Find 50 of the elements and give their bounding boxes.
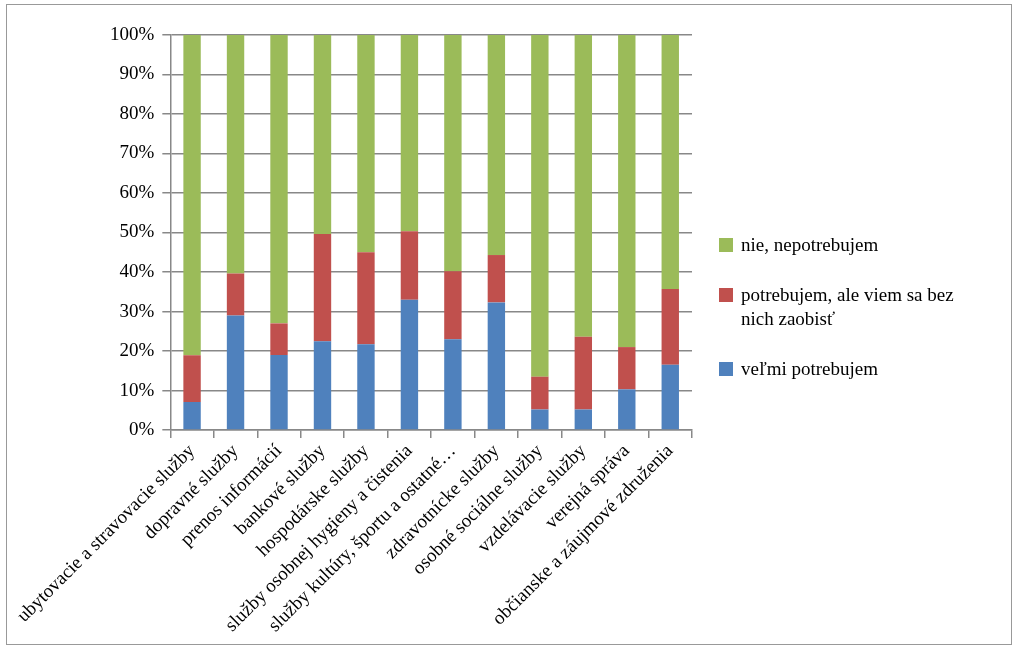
y-tick-label: 70% [119,141,155,163]
bar [531,376,549,410]
bar [661,364,679,430]
bar [226,273,245,316]
bar [226,35,245,274]
bar [270,35,288,324]
y-tick-label: 60% [119,181,155,202]
y-tick-label: 30% [119,299,155,321]
y-tick-label: 40% [119,260,155,281]
bar [661,35,679,289]
bar [574,336,593,410]
y-tick-label: 90% [119,62,155,84]
bar [574,35,593,337]
bar [661,289,679,365]
bar [531,35,549,377]
bar [444,35,462,272]
y-tick-label: 80% [119,101,155,123]
bar [313,234,332,342]
bar [400,299,419,430]
bar [313,341,332,430]
legend-label: veľmi potrebujem [741,357,878,381]
bar [487,255,506,303]
bar [270,323,288,355]
y-tick-label: 50% [119,220,155,242]
bar [618,389,636,430]
legend-label: potrebujem, ale viem sa bez nich zaobisť [741,283,955,331]
bar [357,252,375,345]
bar [574,409,593,430]
bar [183,401,201,430]
bar [357,344,375,430]
bar [444,271,462,340]
bar [400,35,419,232]
y-tick-label: 100% [110,22,155,44]
y-tick-label: 20% [119,339,155,361]
bar [270,354,288,430]
legend-label: nie, nepotrebujem [741,233,879,257]
bar [400,231,419,300]
bar [531,409,549,430]
bar [226,315,245,430]
bar [183,35,201,356]
bar [618,35,636,348]
bar [444,339,462,430]
y-tick-label: 10% [119,378,155,400]
bar [487,35,506,256]
bar [313,35,332,235]
y-tick-label: 0% [129,418,155,440]
bar [487,302,506,430]
bar [357,35,375,253]
bar [183,355,201,402]
bar [618,347,636,390]
